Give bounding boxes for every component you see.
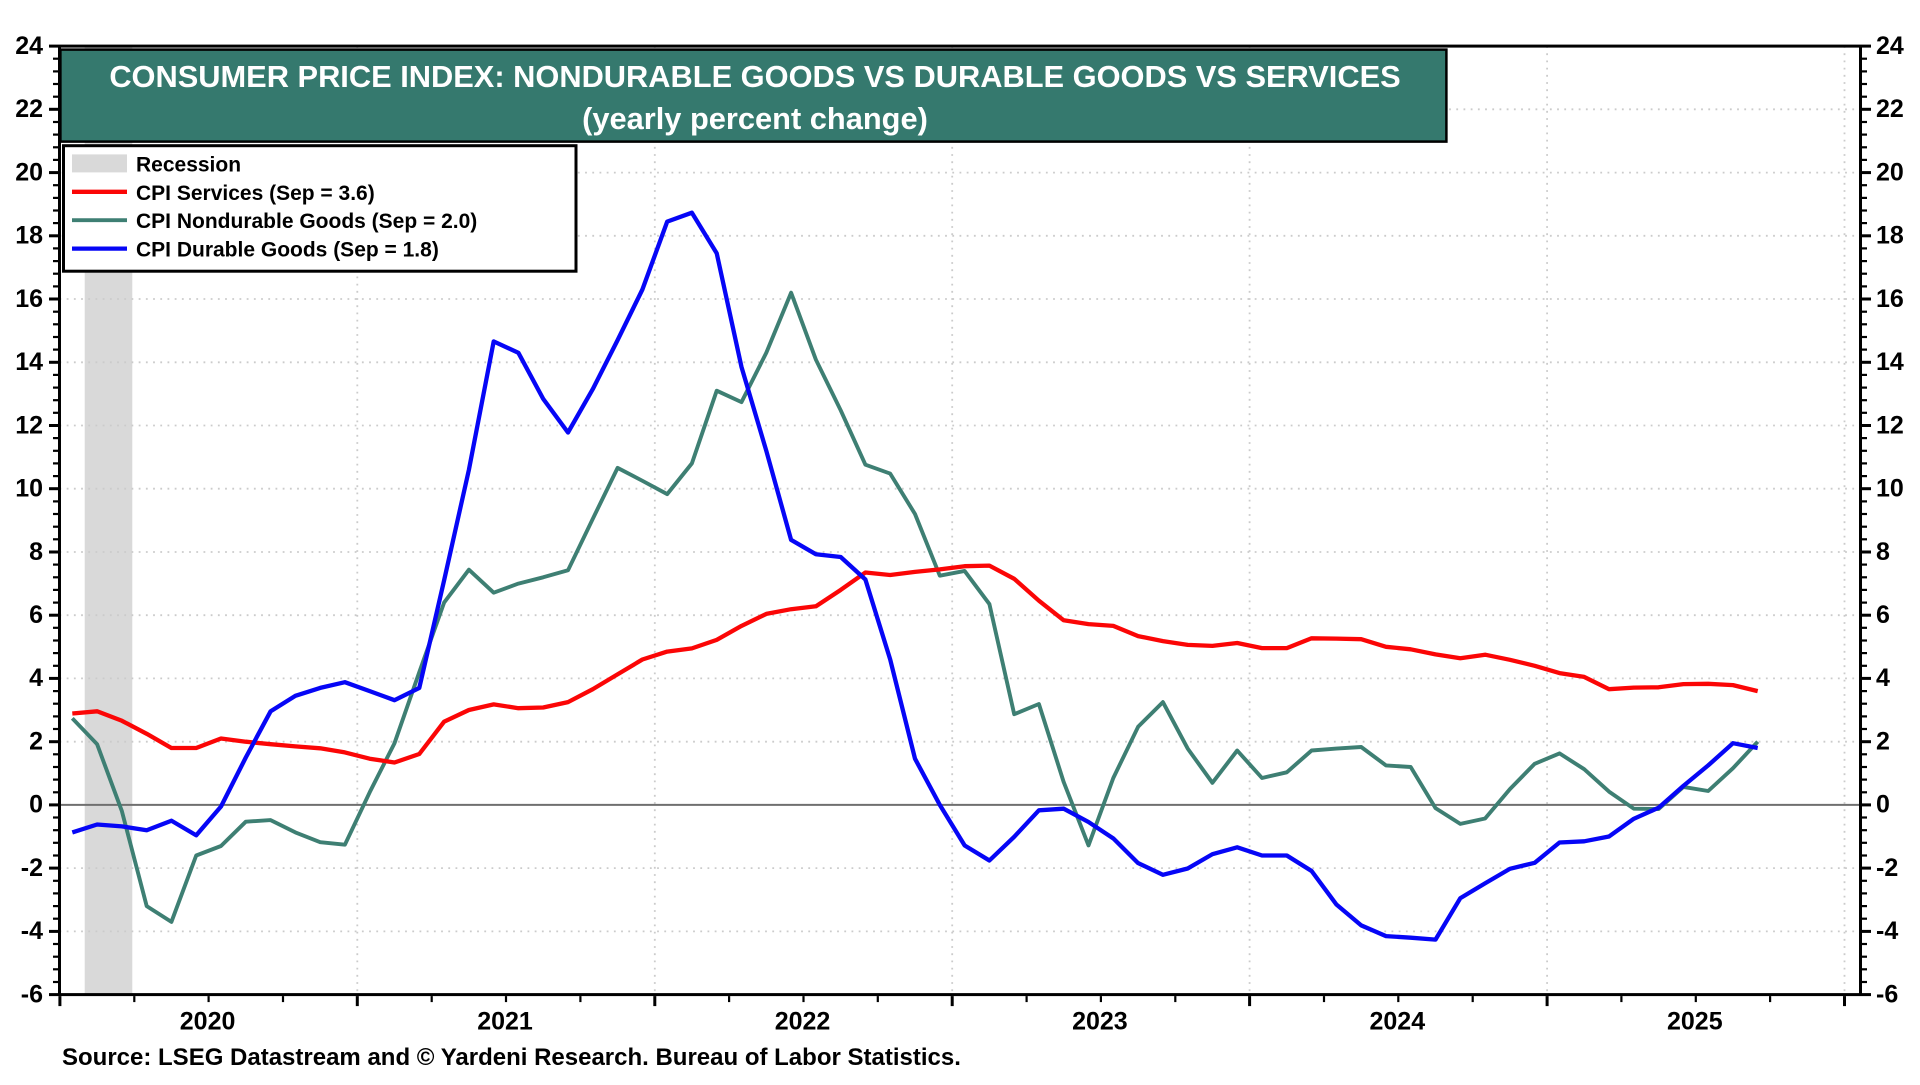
svg-text:2023: 2023: [1072, 1008, 1128, 1036]
svg-text:14: 14: [15, 348, 43, 376]
svg-text:CPI Nondurable Goods (Sep = 2.: CPI Nondurable Goods (Sep = 2.0): [136, 210, 477, 233]
svg-text:2022: 2022: [775, 1008, 831, 1036]
svg-text:Recession: Recession: [136, 153, 241, 176]
svg-text:12: 12: [15, 411, 43, 439]
svg-text:24: 24: [15, 32, 43, 60]
svg-text:14: 14: [1876, 348, 1904, 376]
svg-text:-2: -2: [1876, 854, 1898, 882]
svg-text:2021: 2021: [477, 1008, 533, 1036]
svg-text:-6: -6: [1876, 980, 1898, 1008]
svg-text:(yearly percent change): (yearly percent change): [582, 101, 928, 136]
svg-text:16: 16: [15, 285, 43, 313]
svg-text:24: 24: [1876, 32, 1904, 60]
svg-text:16: 16: [1876, 285, 1904, 313]
svg-text:2020: 2020: [180, 1008, 236, 1036]
svg-text:6: 6: [29, 601, 43, 629]
svg-text:0: 0: [29, 791, 43, 819]
svg-text:22: 22: [1876, 95, 1904, 123]
svg-text:2024: 2024: [1369, 1008, 1425, 1036]
svg-text:6: 6: [1876, 601, 1890, 629]
svg-text:10: 10: [15, 475, 43, 503]
svg-text:-6: -6: [21, 980, 43, 1008]
svg-text:8: 8: [29, 538, 43, 566]
svg-text:CONSUMER PRICE INDEX: NONDURAB: CONSUMER PRICE INDEX: NONDURABLE GOODS V…: [109, 59, 1400, 94]
svg-text:18: 18: [15, 222, 43, 250]
svg-text:10: 10: [1876, 475, 1904, 503]
svg-text:0: 0: [1876, 791, 1890, 819]
svg-text:CPI Durable Goods (Sep = 1.8): CPI Durable Goods (Sep = 1.8): [136, 239, 439, 262]
svg-text:2: 2: [29, 728, 43, 756]
svg-text:20: 20: [1876, 158, 1904, 186]
svg-text:12: 12: [1876, 411, 1904, 439]
svg-text:22: 22: [15, 95, 43, 123]
svg-text:CPI Services (Sep = 3.6): CPI Services (Sep = 3.6): [136, 182, 375, 205]
svg-text:Source: LSEG Datastream and ©: Source: LSEG Datastream and © Yardeni Re…: [62, 1044, 961, 1071]
svg-text:20: 20: [15, 158, 43, 186]
svg-text:8: 8: [1876, 538, 1890, 566]
svg-text:4: 4: [29, 664, 43, 692]
svg-text:-4: -4: [1876, 917, 1898, 945]
svg-text:18: 18: [1876, 222, 1904, 250]
svg-text:4: 4: [1876, 664, 1890, 692]
svg-text:-4: -4: [21, 917, 43, 945]
svg-text:-2: -2: [21, 854, 43, 882]
svg-text:2: 2: [1876, 728, 1890, 756]
svg-text:2025: 2025: [1667, 1008, 1723, 1036]
